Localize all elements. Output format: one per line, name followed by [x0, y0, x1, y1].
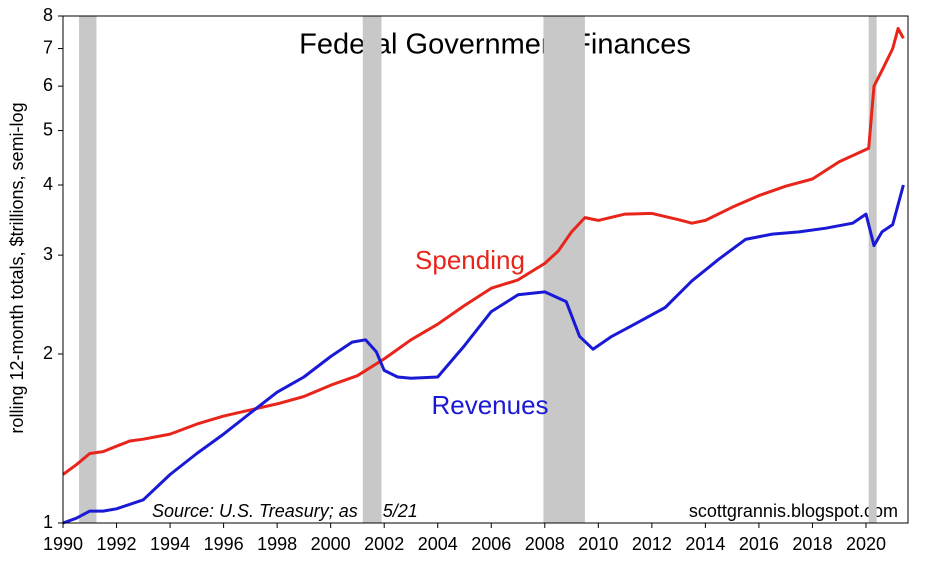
x-tick-label: 2010	[578, 534, 618, 554]
x-tick-label: 2008	[525, 534, 565, 554]
y-tick-label: 2	[43, 343, 53, 363]
x-tick-label: 2020	[846, 534, 886, 554]
plot-frame	[62, 15, 909, 524]
recession-band	[543, 16, 585, 523]
y-tick-label: 4	[43, 174, 53, 194]
recession-band	[868, 16, 877, 523]
y-axis-label: rolling 12-month totals, $trillions, sem…	[7, 102, 27, 433]
x-tick-label: 2014	[685, 534, 725, 554]
credit: scottgrannis.blogspot.com	[689, 501, 898, 521]
x-tick-label: 1994	[150, 534, 190, 554]
series-label: Revenues	[431, 390, 548, 420]
y-tick-label: 6	[43, 75, 53, 95]
y-tick-label: 1	[43, 512, 53, 532]
y-tick-label: 7	[43, 37, 53, 57]
y-tick-label: 3	[43, 244, 53, 264]
x-tick-label: 2006	[471, 534, 511, 554]
source-note: Source: U.S. Treasury; as of 5/21	[152, 501, 418, 521]
y-tick-label: 5	[43, 119, 53, 139]
recession-band	[362, 16, 382, 523]
x-tick-label: 2000	[311, 534, 351, 554]
x-tick-label: 1998	[257, 534, 297, 554]
plot-area	[79, 16, 877, 523]
x-tick-label: 2016	[739, 534, 779, 554]
series-label: Spending	[415, 245, 525, 275]
series-line	[62, 184, 905, 525]
x-tick-label: 2002	[364, 534, 404, 554]
x-tick-label: 1996	[204, 534, 244, 554]
x-tick-label: 2012	[632, 534, 672, 554]
x-tick-label: 1992	[97, 534, 137, 554]
series-line	[62, 27, 905, 476]
x-tick-label: 2018	[792, 534, 832, 554]
x-tick-label: 2004	[418, 534, 458, 554]
x-tick-label: 1990	[43, 534, 83, 554]
chart-title: Federal Government Finances	[299, 29, 691, 61]
recession-band	[79, 16, 97, 523]
y-tick-label: 8	[43, 5, 53, 25]
